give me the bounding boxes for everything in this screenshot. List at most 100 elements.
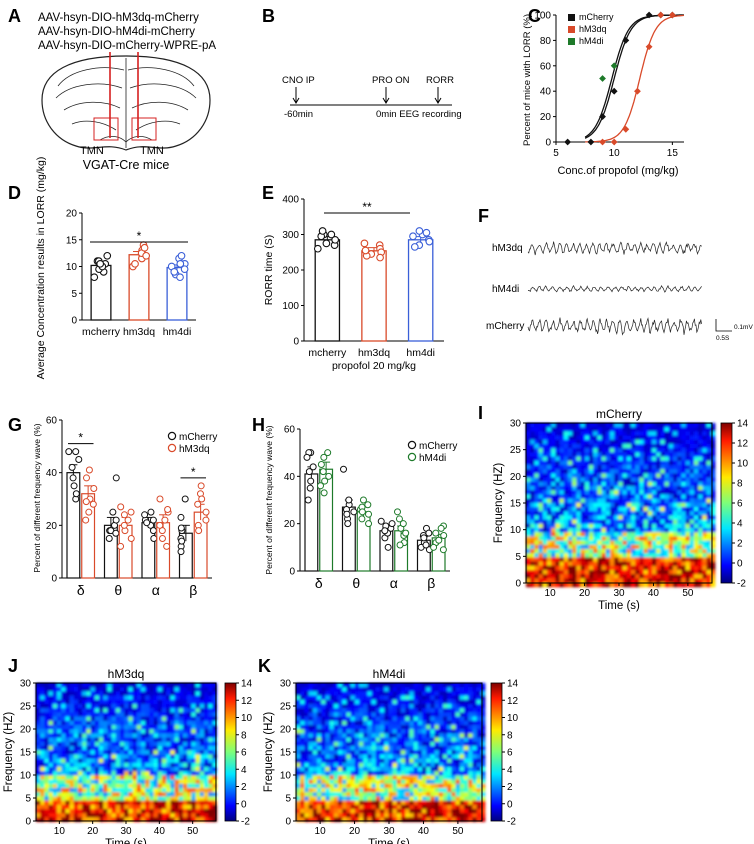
g-point bbox=[143, 519, 151, 527]
spectrogram-y-tick-label: 15 bbox=[280, 748, 292, 759]
h-category-label: α bbox=[390, 575, 398, 591]
d-sig-mark: * bbox=[137, 229, 142, 243]
g-y-tick-label: 0 bbox=[51, 574, 57, 585]
h-category-label: δ bbox=[315, 575, 323, 591]
c-x-ticks: 5 10 15 bbox=[553, 142, 678, 159]
h-point bbox=[358, 515, 366, 523]
d-point bbox=[176, 273, 184, 282]
g-point bbox=[156, 521, 164, 529]
h-point bbox=[359, 496, 367, 504]
spectrogram-x-tick-label: 40 bbox=[418, 826, 430, 837]
spectrogram-x-tick-label: 20 bbox=[349, 826, 361, 837]
d-point bbox=[180, 265, 189, 274]
e-bar-hm4di bbox=[407, 239, 434, 342]
h-point bbox=[364, 501, 372, 509]
g-point bbox=[90, 484, 98, 492]
spectrogram-y-tick-label: 20 bbox=[20, 725, 32, 736]
h-point bbox=[305, 468, 313, 476]
c-data-points bbox=[564, 11, 676, 146]
d-point bbox=[96, 259, 105, 268]
colorbar-tick-label: 6 bbox=[737, 499, 743, 510]
h-legend-label: hM4di bbox=[419, 453, 446, 464]
panel-c-dose-response: 5 10 15 0 20 40 60 80 100 Conc.of propofol (mg/… bbox=[522, 11, 685, 177]
g-point bbox=[85, 466, 93, 474]
g-legend-marker bbox=[167, 431, 177, 441]
e-y-label: RORR time (S) bbox=[263, 235, 275, 306]
h-point bbox=[344, 520, 352, 528]
h-y-tick-label: 0 bbox=[289, 567, 295, 578]
c-point-mcherry bbox=[599, 113, 606, 120]
spectrogram-y-tick-label: 30 bbox=[510, 419, 522, 430]
d-category-label: hm3dq bbox=[123, 326, 155, 338]
spectrogram-colorbar bbox=[490, 682, 503, 822]
colorbar-tick-label: 2 bbox=[737, 539, 743, 550]
h-point bbox=[381, 527, 389, 535]
colorbar-tick-label: 2 bbox=[507, 782, 513, 793]
spectrogram-x-tick-label: 30 bbox=[383, 826, 395, 837]
event-pro-label: PRO ON bbox=[372, 75, 410, 86]
spectrogram-x-tick-label: 20 bbox=[87, 826, 99, 837]
trace-label-mcherry: mCherry bbox=[486, 321, 524, 332]
colorbar-tick-label: 10 bbox=[241, 713, 253, 724]
colorbar-tick-label: 12 bbox=[737, 439, 749, 450]
h-point bbox=[350, 508, 358, 516]
c-x-tick-label: 5 bbox=[553, 148, 559, 159]
colorbar-tick-label: 4 bbox=[241, 765, 247, 776]
h-point bbox=[437, 524, 445, 532]
c-x-tick-label: 15 bbox=[667, 148, 679, 159]
construct-hm4di: AAV-hsyn-DIO-hM4di-mCherry bbox=[38, 26, 195, 38]
g-point bbox=[112, 474, 120, 482]
c-y-tick-label: 40 bbox=[540, 87, 552, 98]
colorbar-tick-label: -2 bbox=[241, 817, 250, 828]
spectrogram-x-tick-label: 10 bbox=[545, 588, 557, 599]
d-y-tick-label: 5 bbox=[71, 289, 77, 300]
g-point bbox=[198, 495, 206, 503]
timeline-event-pro: PRO ON 0min EEG bbox=[372, 75, 419, 120]
spectrogram-x-tick-label: 30 bbox=[613, 588, 625, 599]
spectrogram-y-tick-label: 5 bbox=[515, 552, 521, 563]
panel-letter-b: B bbox=[262, 6, 275, 26]
e-point bbox=[361, 246, 370, 255]
g-point bbox=[109, 508, 117, 516]
g-point bbox=[72, 490, 80, 498]
colorbar-tick-label: 8 bbox=[241, 730, 247, 741]
h-category-label: β bbox=[427, 575, 435, 591]
h-point bbox=[384, 543, 392, 551]
colorbar-tick-label: 8 bbox=[737, 479, 743, 490]
h-y-tick-label: 40 bbox=[284, 472, 296, 483]
panel-letter-j: J bbox=[8, 656, 18, 676]
g-category-label: θ bbox=[114, 582, 122, 598]
c-legend: mCherry hM3dq hM4di bbox=[568, 12, 614, 46]
g-category-label: β bbox=[189, 582, 197, 598]
spectrogram-heatmap bbox=[36, 683, 217, 822]
eeg-scale-bar: 0.1mV 0.5S bbox=[715, 319, 753, 342]
c-point-hm3dq bbox=[599, 138, 606, 146]
colorbar-tick-label: 10 bbox=[507, 713, 519, 724]
spectrogram-y-tick-label: 25 bbox=[510, 445, 522, 456]
event-cno-time: -60min bbox=[284, 109, 313, 120]
panel-letter-k: K bbox=[258, 656, 271, 676]
g-y-label: Percent of different frequency wave (%) bbox=[32, 423, 42, 572]
h-point bbox=[325, 472, 333, 480]
g-point bbox=[82, 498, 90, 506]
e-y-tick-label: 200 bbox=[282, 266, 299, 277]
c-y-tick-label: 20 bbox=[540, 112, 552, 123]
g-point bbox=[69, 474, 77, 482]
panel-letter-d: D bbox=[8, 183, 21, 203]
spectrogram-title: mCherry bbox=[596, 407, 642, 421]
c-y-tick-label: 100 bbox=[534, 11, 551, 22]
h-point bbox=[395, 515, 403, 523]
e-point bbox=[409, 232, 417, 241]
h-point bbox=[317, 482, 325, 490]
g-point bbox=[147, 508, 155, 516]
colorbar-tick-label: 10 bbox=[737, 459, 749, 470]
spectrogram-y-tick-label: 30 bbox=[280, 679, 292, 690]
g-point bbox=[177, 524, 185, 532]
c-point-mcherry bbox=[587, 138, 595, 146]
g-point bbox=[112, 516, 120, 524]
e-x-label: propofol 20 mg/kg bbox=[332, 360, 416, 372]
g-y-tick-label: 20 bbox=[46, 521, 58, 532]
spectrogram-y-tick-label: 25 bbox=[20, 702, 32, 713]
g-point bbox=[127, 508, 135, 516]
